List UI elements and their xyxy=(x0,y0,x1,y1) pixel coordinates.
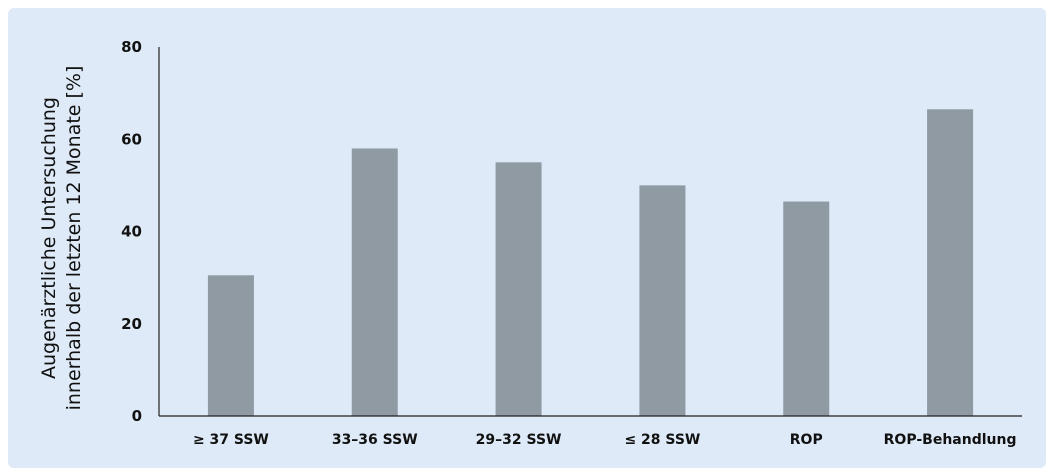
x-category-label: ≥ 37 SSW xyxy=(193,432,269,448)
bar xyxy=(207,275,254,416)
y-axis-title-line2: innerhalb der letzten 12 Monate [%] xyxy=(63,66,85,411)
y-tick-label: 60 xyxy=(121,130,142,148)
x-category-label: ROP xyxy=(790,432,823,448)
bar xyxy=(639,185,686,416)
y-tick-label: 0 xyxy=(132,407,142,425)
x-category-label: 33–36 SSW xyxy=(332,432,418,448)
y-tick-label: 80 xyxy=(121,38,142,56)
y-axis-title-line1: Augenärztliche Untersuchung xyxy=(38,97,60,379)
x-axis-labels: ≥ 37 SSW 33–36 SSW 29–32 SSW ≤ 28 SSW ROP ROP… xyxy=(193,432,1017,448)
x-category-label: ≤ 28 SSW xyxy=(624,432,700,448)
y-axis-title: Augenärztliche Untersuchung innerhalb de… xyxy=(38,66,85,411)
y-tick-label: 20 xyxy=(121,315,142,333)
y-tick-label: 40 xyxy=(121,223,142,241)
x-category-label: ROP-Behandlung xyxy=(884,432,1017,448)
bar xyxy=(783,201,830,416)
x-category-label: 29–32 SSW xyxy=(476,432,562,448)
bar xyxy=(351,148,398,416)
bars xyxy=(207,109,974,417)
bar xyxy=(495,162,542,416)
bar xyxy=(927,109,974,417)
y-axis-ticks: 0 20 40 60 80 xyxy=(121,38,142,425)
